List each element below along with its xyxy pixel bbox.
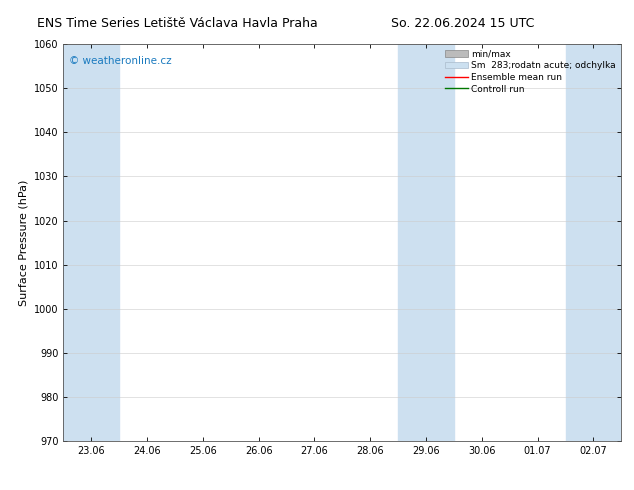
Bar [398, 44, 454, 441]
Legend: min/max, Sm  283;rodatn acute; odchylka, Ensemble mean run, Controll run: min/max, Sm 283;rodatn acute; odchylka, … [441, 46, 619, 97]
Bar [566, 44, 621, 441]
Bar [63, 44, 119, 441]
Text: ENS Time Series Letiště Václava Havla Praha: ENS Time Series Letiště Václava Havla Pr… [37, 17, 318, 30]
Y-axis label: Surface Pressure (hPa): Surface Pressure (hPa) [18, 179, 29, 306]
Text: © weatheronline.cz: © weatheronline.cz [69, 56, 172, 66]
Text: So. 22.06.2024 15 UTC: So. 22.06.2024 15 UTC [391, 17, 534, 30]
